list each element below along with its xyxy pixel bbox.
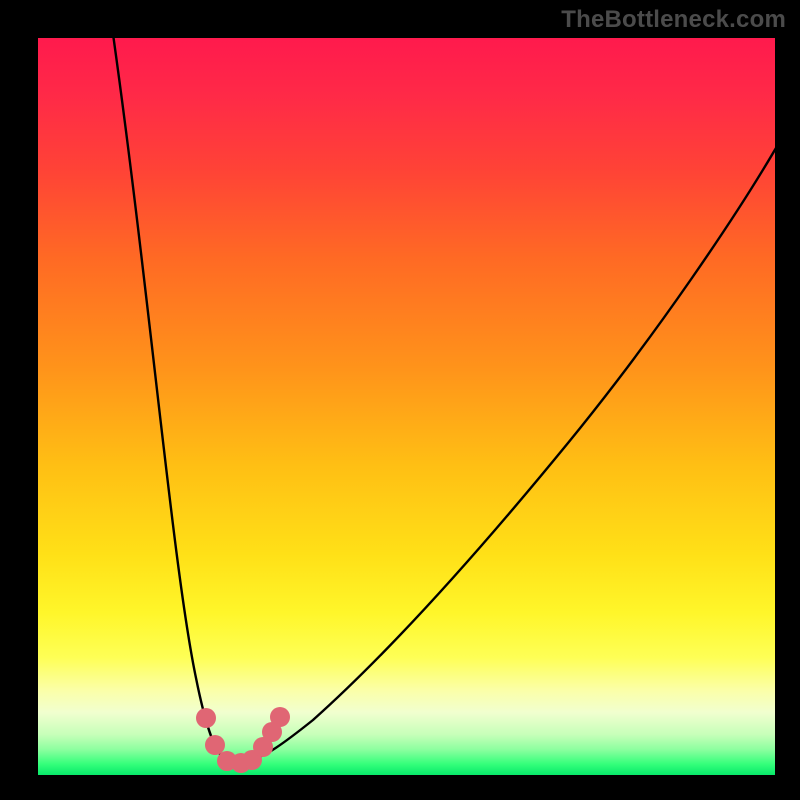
- plot-svg: [38, 38, 775, 775]
- marker-dot: [205, 735, 225, 755]
- marker-dot: [196, 708, 216, 728]
- plot-area: [38, 38, 775, 775]
- gradient-background: [38, 38, 775, 775]
- marker-dot: [270, 707, 290, 727]
- watermark-text: TheBottleneck.com: [561, 6, 786, 34]
- chart-container: TheBottleneck.com: [0, 0, 800, 800]
